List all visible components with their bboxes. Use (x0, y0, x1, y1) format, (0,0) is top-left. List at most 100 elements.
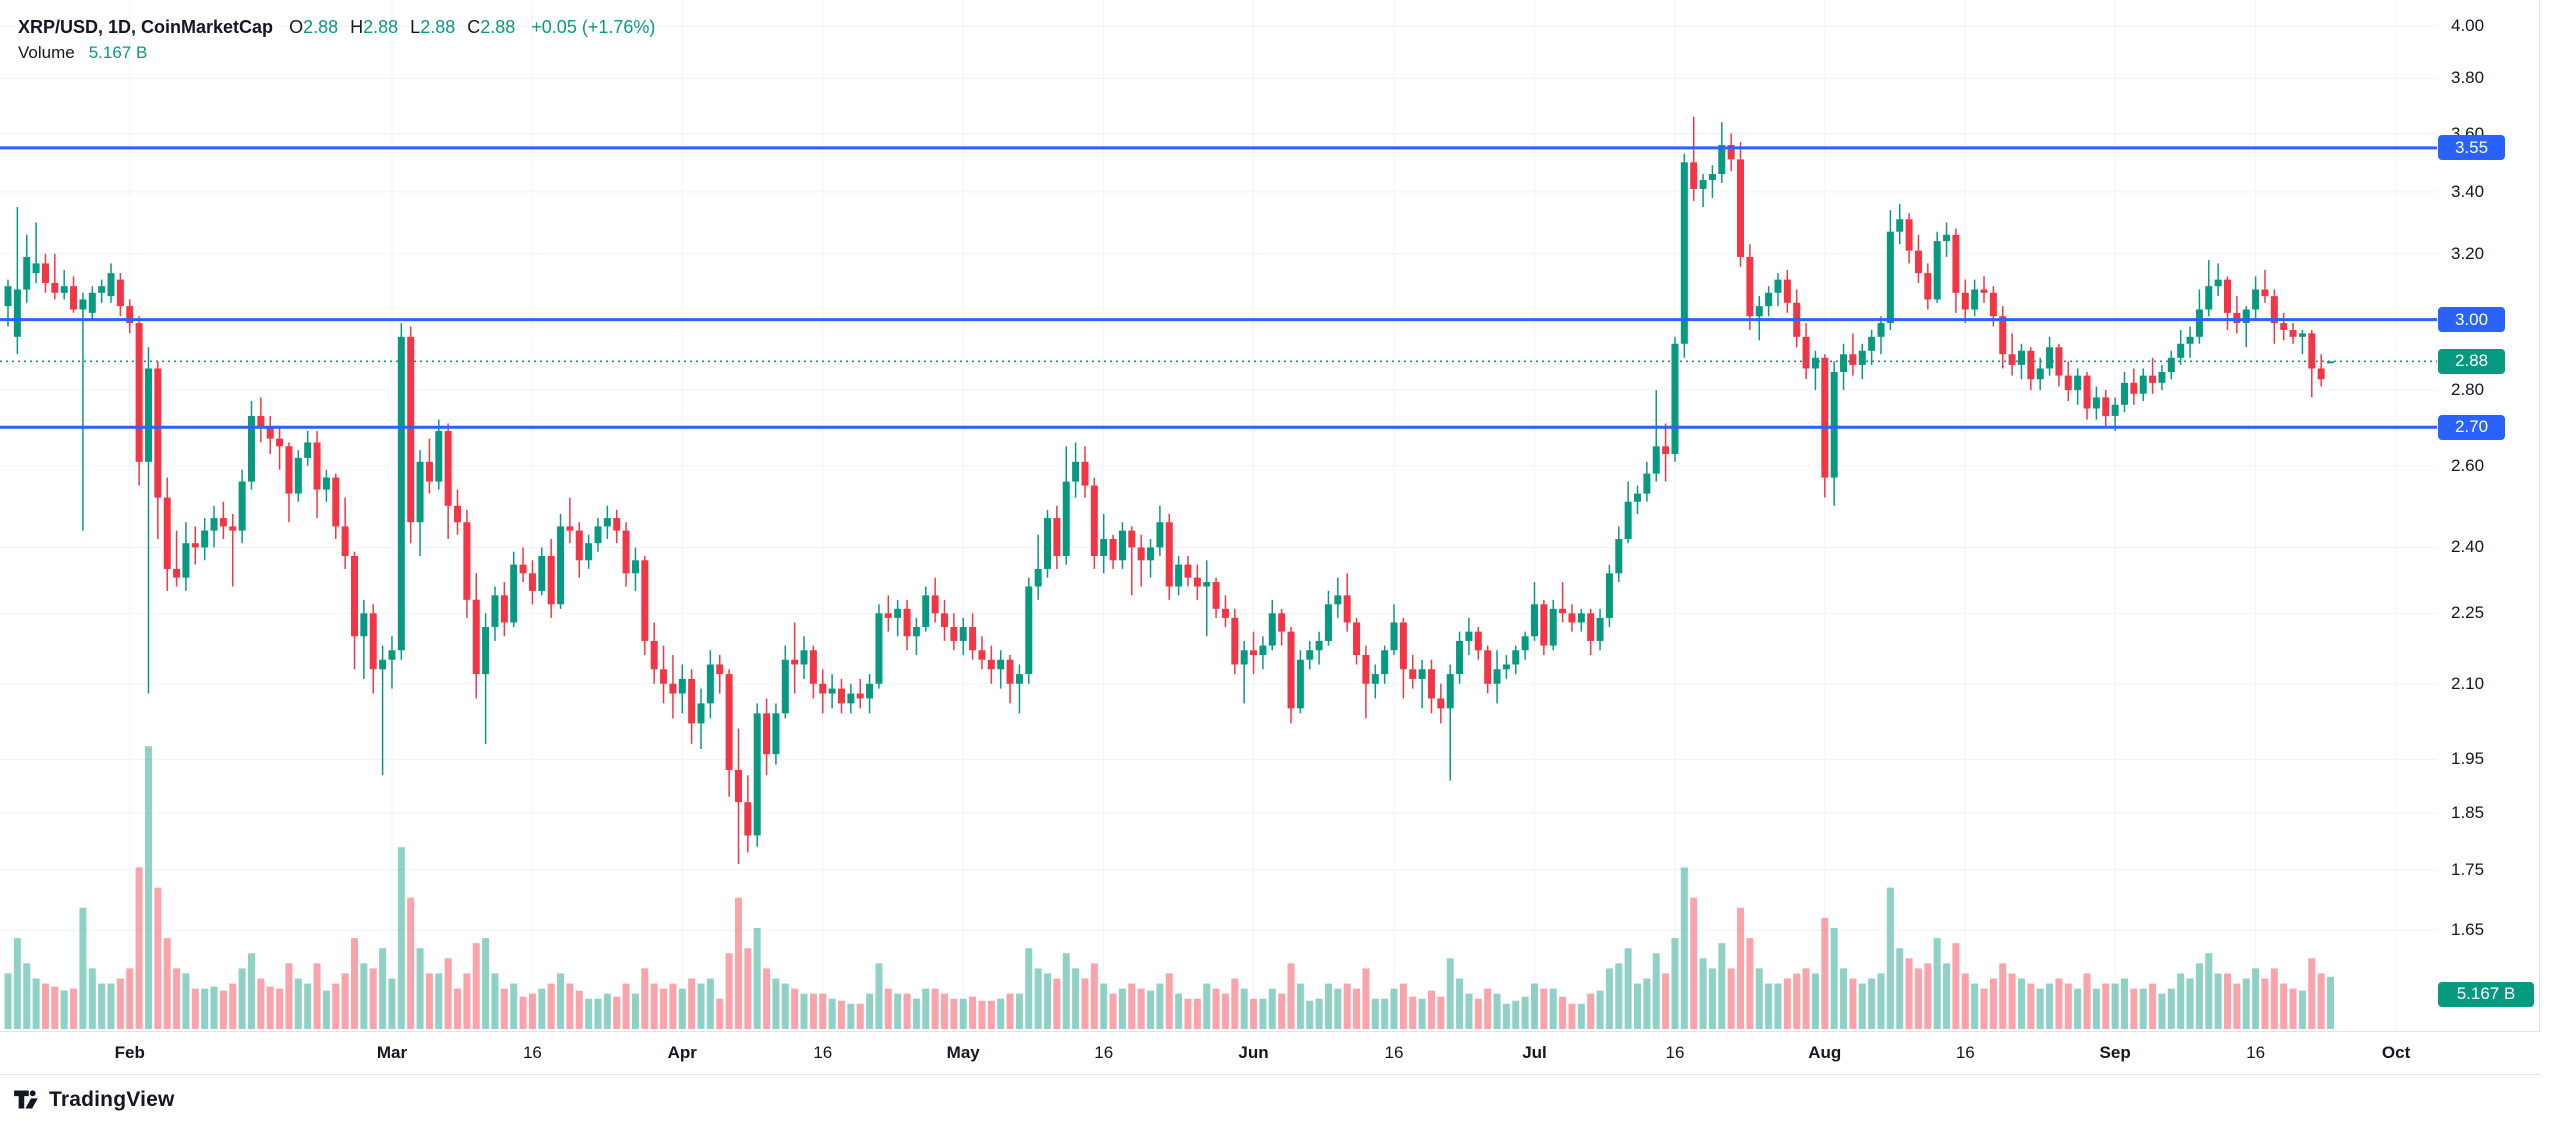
volume-bar (388, 978, 396, 1029)
candle-body (482, 627, 490, 675)
volume-bar (201, 988, 209, 1029)
volume-bar (1493, 993, 1501, 1029)
volume-bar (697, 983, 705, 1029)
candle-body (1765, 292, 1773, 307)
time-axis[interactable]: Feb Mar 16 Apr 16 May 16 Jun 16 Jul 16 Aug 16 Sep 16 Oc… (0, 1031, 2540, 1075)
candle-body (1868, 336, 1876, 351)
candle-body (1896, 219, 1904, 232)
candle-body (201, 530, 209, 548)
candle-body (1924, 273, 1932, 300)
candle-body (1540, 604, 1548, 646)
volume-bar (191, 988, 199, 1029)
volume-bar (1559, 996, 1567, 1029)
candle-body (2111, 404, 2119, 416)
volume-bar (510, 983, 518, 1029)
volume-bar (1521, 996, 1529, 1029)
symbol-title[interactable]: XRP/USD, 1D, CoinMarketCap (18, 17, 274, 37)
candle-body (1708, 174, 1716, 180)
volume-label[interactable]: Volume (18, 43, 75, 62)
volume-bar (1371, 998, 1379, 1029)
volume-bar (1737, 907, 1745, 1029)
candle-body (1456, 640, 1464, 675)
ohlc-high: H2.88 (350, 17, 399, 37)
volume-bar (809, 993, 817, 1029)
candle-body (51, 282, 59, 293)
candle-body (763, 713, 771, 755)
candle-body (2308, 333, 2316, 369)
candle-body (575, 530, 583, 561)
candle-body (173, 568, 181, 578)
candle-body (491, 595, 499, 628)
volume-bar (2074, 988, 2082, 1029)
candle-body (2158, 372, 2166, 383)
candle-body (1044, 518, 1052, 569)
volume-bar (1203, 983, 1211, 1029)
candle-body (1989, 292, 1997, 317)
volume-bar (257, 978, 265, 1029)
volume-bar (435, 973, 443, 1029)
candle-body (1634, 493, 1642, 502)
candle-body (2149, 375, 2157, 383)
volume-bar (2242, 978, 2250, 1029)
candle-body (1737, 159, 1745, 257)
volume-bar (1961, 973, 1969, 1029)
candle-body (791, 659, 799, 665)
volume-bar (482, 938, 490, 1029)
candle-body (734, 769, 742, 803)
volume-bar (379, 948, 387, 1029)
volume-bar (60, 990, 68, 1029)
volume-bar (660, 988, 668, 1029)
candle-body (1287, 631, 1295, 709)
volume-bar (2120, 978, 2128, 1029)
volume-bar (734, 897, 742, 1029)
time-tick-label-may: May (946, 1043, 980, 1062)
time-tick-label-16: 16 (1094, 1043, 1114, 1062)
candle-body (1409, 669, 1417, 679)
candle-body (1952, 234, 1960, 293)
candle-body (238, 481, 246, 531)
price-tick-label: 2.80 (2451, 380, 2485, 400)
time-tick-label-jun: Jun (1238, 1043, 1269, 1062)
candle-body (2289, 329, 2297, 337)
candle-body (1605, 573, 1613, 618)
candle-body (557, 526, 565, 605)
volume-bar (472, 943, 480, 1029)
volume-bar (1615, 963, 1623, 1029)
candle-body (884, 613, 892, 618)
candle-body (341, 526, 349, 556)
volume-bar (603, 993, 611, 1029)
price-axis[interactable]: 4.003.803.603.403.203.002.802.602.402.25… (2437, 0, 2540, 1031)
candle-body (856, 693, 864, 699)
volume-bar (894, 993, 902, 1029)
candle-body (369, 613, 377, 670)
tradingview-logo-link[interactable]: TradingView (13, 1086, 175, 1113)
candle-body (809, 650, 817, 684)
volume-bar (1044, 973, 1052, 1029)
volume-bar (1193, 998, 1201, 1029)
volume-bar (369, 968, 377, 1029)
candle-body (1559, 608, 1567, 614)
volume-bar (1465, 993, 1473, 1029)
volume-bar (1718, 943, 1726, 1029)
volume-bar (397, 847, 405, 1029)
volume-bar (2214, 973, 2222, 1029)
candle-body (2233, 312, 2241, 324)
candle-body (182, 543, 190, 578)
volume-bar (528, 993, 536, 1029)
candle-body (1933, 241, 1941, 300)
volume-bar (837, 1000, 845, 1029)
candle-body (519, 564, 527, 574)
volume-bar (1793, 973, 1801, 1029)
time-tick-label-mar: Mar (376, 1043, 408, 1062)
candle-body (163, 497, 171, 569)
candle-body (1006, 659, 1014, 684)
volume-bar (88, 968, 96, 1029)
volume-bar (575, 990, 583, 1029)
volume-bar (144, 746, 152, 1029)
volume-bar (847, 1003, 855, 1029)
candle-body (613, 518, 621, 531)
candle-body (2298, 333, 2306, 337)
volume-bar (678, 988, 686, 1029)
volume-bar (725, 953, 733, 1029)
